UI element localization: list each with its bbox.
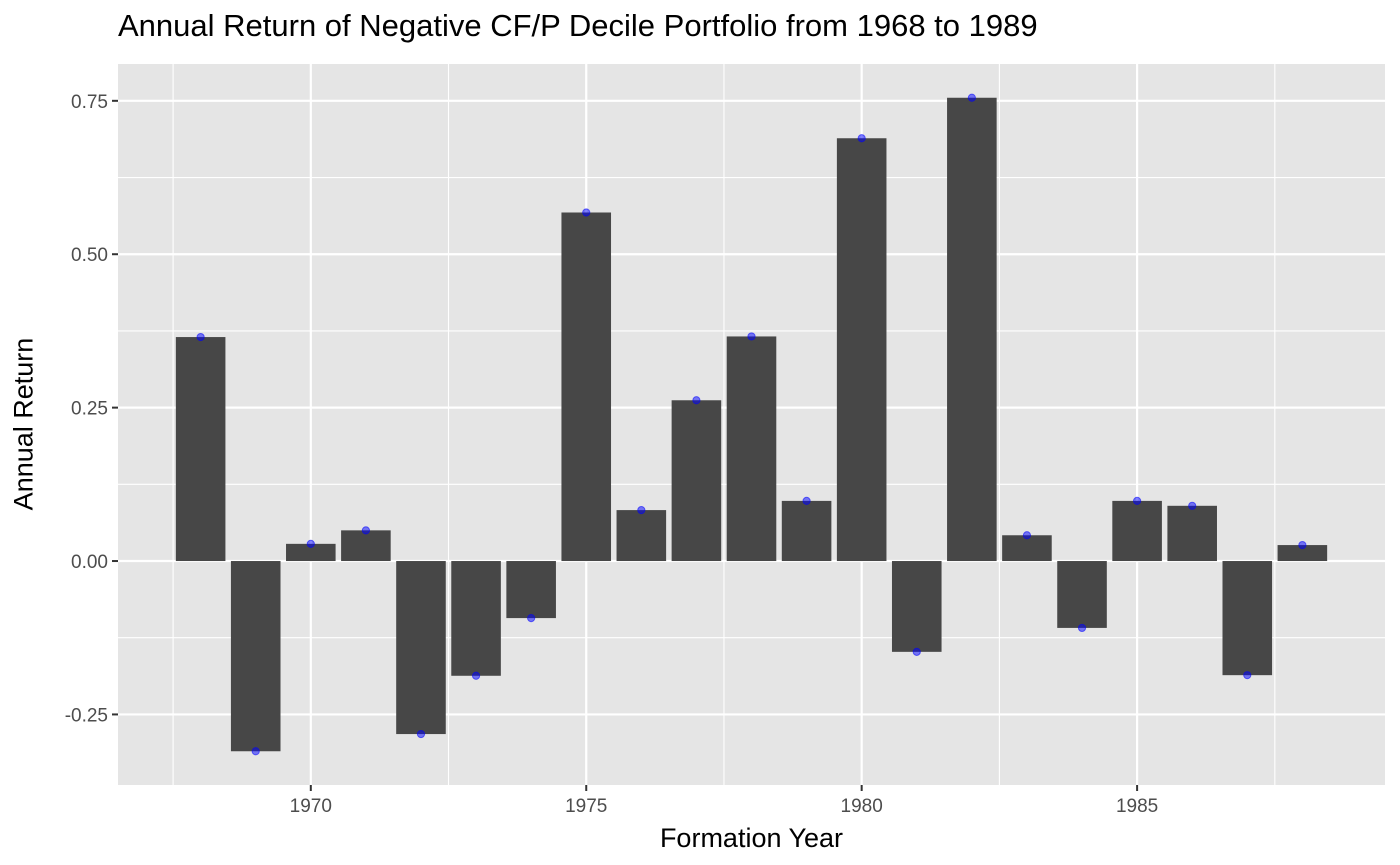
data-point (361, 526, 370, 535)
bar (616, 510, 667, 562)
y-tick-label: 0.75 (71, 92, 108, 113)
bar (286, 543, 336, 562)
bar (396, 561, 446, 735)
data-point (416, 729, 426, 739)
data-point (471, 671, 481, 680)
y-tick-label: 0.50 (71, 245, 108, 266)
bar (671, 400, 722, 562)
data-point (747, 332, 756, 341)
bar (451, 561, 501, 676)
bar (947, 97, 997, 562)
data-point (857, 134, 866, 143)
data-point (802, 496, 811, 505)
data-point (1188, 501, 1197, 510)
data-point (582, 208, 591, 217)
bar (1222, 561, 1273, 676)
chart-title: Annual Return of Negative CF/P Decile Po… (118, 8, 1038, 43)
x-axis-label: Formation Year (659, 823, 844, 853)
bar (506, 561, 556, 619)
x-tick-label: 1970 (290, 796, 332, 817)
data-point (196, 332, 205, 342)
y-tick-label: -0.25 (65, 705, 108, 726)
data-point (1298, 540, 1307, 550)
data-point (637, 505, 646, 515)
x-tick-label: 1985 (1116, 796, 1158, 817)
bar (230, 561, 281, 752)
axes: 1970 1975 1980 1985 -0.25 0.00 0.25 0.50 0.75 (65, 92, 1159, 817)
data-point (306, 539, 315, 548)
bar (1167, 505, 1217, 562)
bar (781, 500, 832, 562)
data-point (1077, 623, 1087, 633)
bar (1277, 545, 1328, 562)
bar (561, 212, 612, 562)
bars (175, 97, 1328, 752)
x-tick-label: 1980 (841, 796, 883, 817)
bar (891, 561, 942, 652)
bar (1002, 535, 1052, 562)
data-point (912, 647, 921, 656)
bar (175, 337, 226, 562)
bar (1112, 500, 1162, 562)
data-point (1133, 496, 1142, 505)
bar (341, 530, 391, 562)
bar (726, 336, 777, 562)
data-point (527, 613, 536, 623)
data-point (967, 93, 976, 102)
data-point (251, 747, 260, 756)
data-point (1022, 531, 1032, 540)
bar (836, 138, 887, 562)
x-tick-label: 1975 (565, 796, 607, 817)
y-tick-label: 0.00 (71, 552, 108, 573)
data-point (1243, 671, 1252, 680)
y-tick-label: 0.25 (71, 399, 108, 420)
points (196, 93, 1307, 756)
data-point (692, 396, 701, 405)
bar (1057, 561, 1107, 628)
